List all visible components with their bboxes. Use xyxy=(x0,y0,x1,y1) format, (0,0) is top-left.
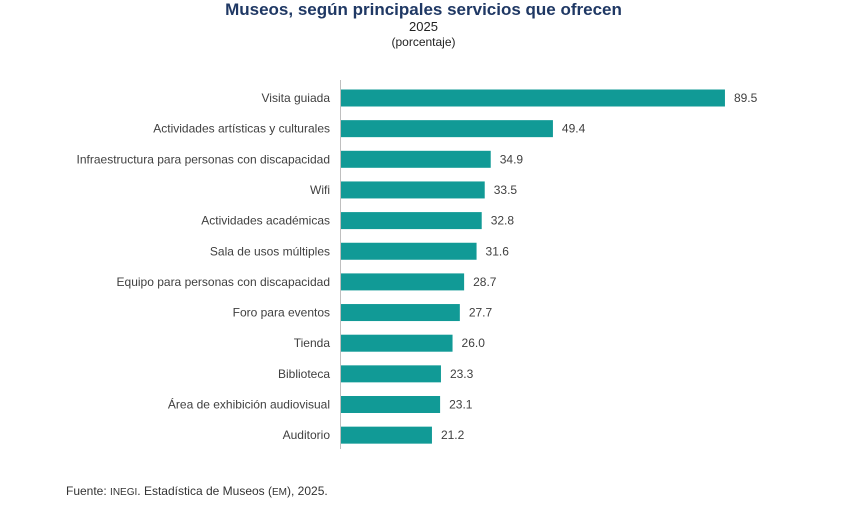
data-label: 31.6 xyxy=(486,244,510,258)
category-label: Biblioteca xyxy=(278,367,330,381)
source-prefix: Fuente: xyxy=(66,484,107,498)
data-label: 34.9 xyxy=(500,152,524,166)
data-label: 23.1 xyxy=(449,398,473,412)
source-note: Fuente: INEGI. Estadística de Museos (EM… xyxy=(66,484,328,500)
data-label: 23.3 xyxy=(450,367,474,381)
category-label: Actividades artísticas y culturales xyxy=(153,122,330,136)
source-abbr: EM xyxy=(272,487,288,498)
source-end: ), 2025. xyxy=(287,484,328,498)
category-label: Wifi xyxy=(310,183,330,197)
bar xyxy=(341,396,441,413)
category-label: Visita guiada xyxy=(262,91,331,105)
data-label: 49.4 xyxy=(562,122,586,136)
category-label: Sala de usos múltiples xyxy=(210,244,330,258)
bar xyxy=(341,181,485,199)
bar xyxy=(341,212,482,230)
category-label: Área de exhibición audiovisual xyxy=(168,397,330,412)
data-label: 26.0 xyxy=(462,336,486,350)
category-label: Tienda xyxy=(294,336,331,350)
bar xyxy=(341,304,460,322)
source-mid: . Estadística de Museos ( xyxy=(137,484,273,498)
chart-year: 2025 xyxy=(409,19,438,34)
chart-title: Museos, según principales servicios que … xyxy=(225,0,622,19)
data-label: 32.8 xyxy=(491,214,515,228)
chart-unit: (porcentaje) xyxy=(391,35,456,49)
data-label: 28.7 xyxy=(473,275,497,289)
source-org: INEGI xyxy=(110,487,138,498)
bar xyxy=(341,150,491,168)
bar xyxy=(341,426,432,444)
bar xyxy=(341,365,441,383)
bar xyxy=(341,242,477,260)
data-label: 89.5 xyxy=(734,91,758,105)
bar xyxy=(341,89,725,107)
data-label: 21.2 xyxy=(441,428,465,442)
bar xyxy=(341,334,453,352)
category-label: Infraestructura para personas con discap… xyxy=(77,152,330,166)
category-label: Equipo para personas con discapacidad xyxy=(117,275,330,289)
bar xyxy=(341,120,553,138)
data-label: 33.5 xyxy=(494,183,518,197)
category-label: Auditorio xyxy=(283,428,331,442)
category-label: Actividades académicas xyxy=(201,214,330,228)
bar-chart: Visita guiada 89.5 Actividades artísticas … xyxy=(77,80,758,449)
bar xyxy=(341,273,465,291)
data-label: 27.7 xyxy=(469,306,493,320)
category-label: Foro para eventos xyxy=(233,306,330,320)
